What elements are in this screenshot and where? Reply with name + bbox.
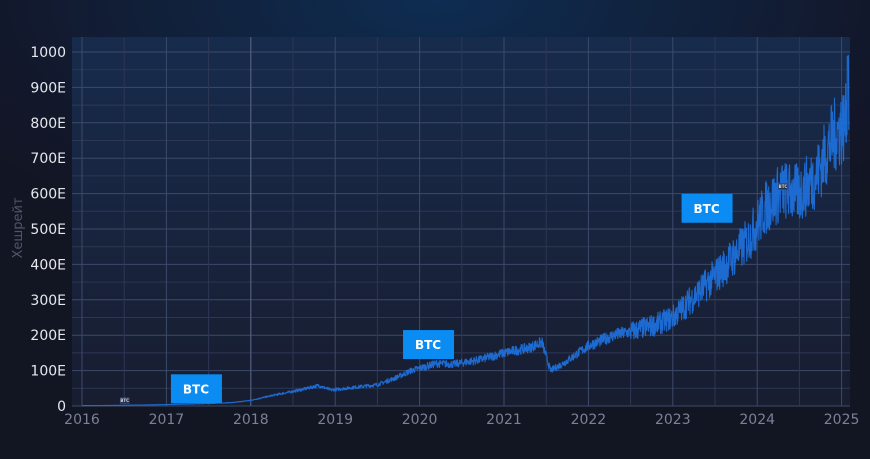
y-axis-ticks: 0 100E 200E 300E 400E 500E 600E 700E 800E 900E 100… xyxy=(30,45,66,415)
x-tick-label: 2019 xyxy=(317,412,353,428)
badge-label: BTC xyxy=(415,338,441,352)
x-tick-label: 2023 xyxy=(655,412,691,428)
mini-badge-label: BTC xyxy=(779,184,788,189)
badge-box xyxy=(681,193,733,223)
y-tick-label: 900E xyxy=(30,80,66,96)
mini-badge-box xyxy=(119,397,130,404)
btc-mini-badge: BTC xyxy=(778,183,788,190)
badge-label: BTC xyxy=(693,202,719,216)
btc-badge: BTC xyxy=(170,374,222,404)
y-tick-label: 200E xyxy=(30,328,66,344)
x-tick-label: 2022 xyxy=(571,412,607,428)
annotations: BTC BTC BTC BTC BTC xyxy=(119,183,788,404)
badge-box xyxy=(403,330,455,360)
y-tick-label: 700E xyxy=(30,151,66,167)
x-tick-label: 2025 xyxy=(824,412,860,428)
y-tick-label: 500E xyxy=(30,222,66,238)
y-tick-label: 400E xyxy=(30,257,66,273)
series-btc xyxy=(81,54,850,407)
plot-area xyxy=(72,37,850,406)
x-axis-ticks: 2016 2017 2018 2019 2020 2021 2022 2023 2024 2025 xyxy=(64,412,859,428)
y-tick-label: 300E xyxy=(30,293,66,309)
y-tick-label: 0 xyxy=(57,399,66,415)
x-tick-label: 2018 xyxy=(233,412,269,428)
x-tick-label: 2016 xyxy=(64,412,100,428)
mini-badge-label: BTC xyxy=(120,398,129,403)
btc-mini-badge: BTC xyxy=(119,397,130,404)
x-tick-label: 2021 xyxy=(486,412,522,428)
x-tick-label: 2024 xyxy=(739,412,775,428)
btc-badge: BTC xyxy=(403,330,455,360)
y-tick-label: 800E xyxy=(30,116,66,132)
badge-label: BTC xyxy=(183,382,209,396)
mini-badge-box xyxy=(778,183,788,190)
x-tick-label: 2020 xyxy=(402,412,438,428)
badge-box xyxy=(170,374,222,404)
y-tick-label: 600E xyxy=(30,187,66,203)
y-axis-label: Хешрейт xyxy=(11,197,26,258)
grid-lines xyxy=(72,37,850,407)
btc-badge: BTC xyxy=(681,193,733,223)
x-tick-label: 2017 xyxy=(149,412,185,428)
y-tick-label: 1000 xyxy=(30,45,66,61)
hashrate-line xyxy=(81,54,850,407)
y-tick-label: 100E xyxy=(30,364,66,380)
